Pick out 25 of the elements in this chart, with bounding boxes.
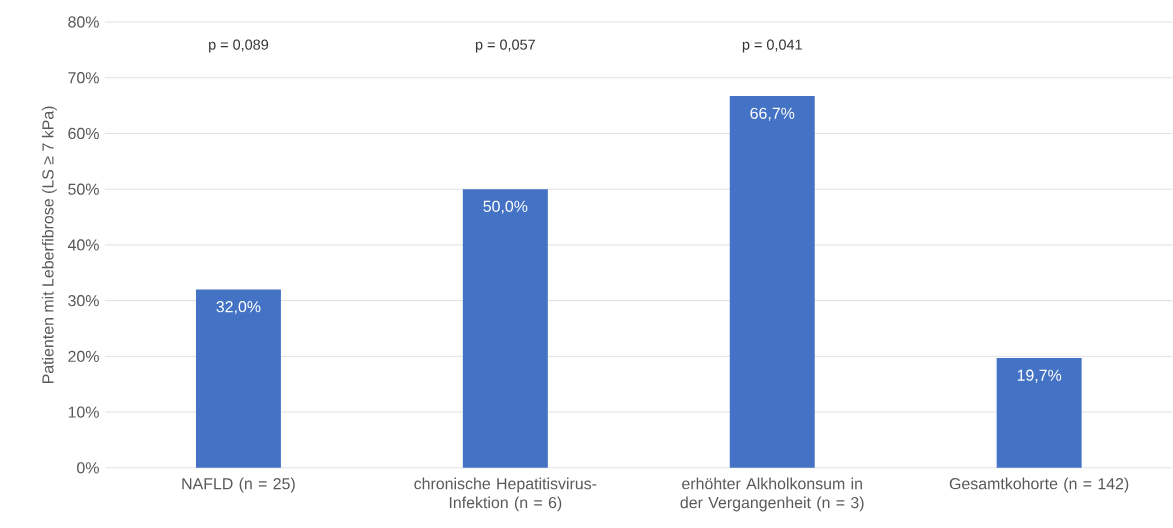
- bar: [729, 96, 815, 468]
- y-tick-label: 80%: [68, 16, 99, 28]
- data-label: 19,7%: [1017, 369, 1062, 383]
- bar: [462, 189, 548, 468]
- data-label: 32,0%: [216, 301, 261, 315]
- x-tick-label: chronische Hepatitisvirus-Infektion (n = 6): [414, 477, 597, 512]
- annotation: p = 0,041: [742, 39, 802, 53]
- annotation: p = 0,057: [475, 39, 535, 53]
- data-label: 66,7%: [750, 107, 795, 121]
- x-tick-label: NAFLD (n = 25): [182, 477, 295, 493]
- data-label: 50,0%: [483, 200, 528, 214]
- y-tick-label: 40%: [67, 239, 99, 251]
- y-tick-label: 20%: [68, 350, 99, 363]
- y-tick-label: 60%: [68, 127, 99, 140]
- y-tick-label: 30%: [68, 295, 99, 307]
- y-tick-label: 0%: [77, 462, 99, 474]
- y-tick-label: 70%: [68, 72, 99, 84]
- annotation: p = 0,089: [209, 39, 269, 53]
- x-tick-label: Gesamtkohorte (n = 142): [949, 477, 1129, 493]
- x-tick-label: erhöhter Alkholkonsum in der Vergangenheit (n = 3): [680, 477, 864, 512]
- y-tick-label: 50%: [68, 183, 99, 195]
- y-axis-title: Patienten mit Leberfibrose (LS ≥ 7 kPa): [41, 106, 57, 384]
- bar: [996, 358, 1082, 468]
- bar: [195, 289, 281, 468]
- y-tick-label: 10%: [68, 406, 99, 418]
